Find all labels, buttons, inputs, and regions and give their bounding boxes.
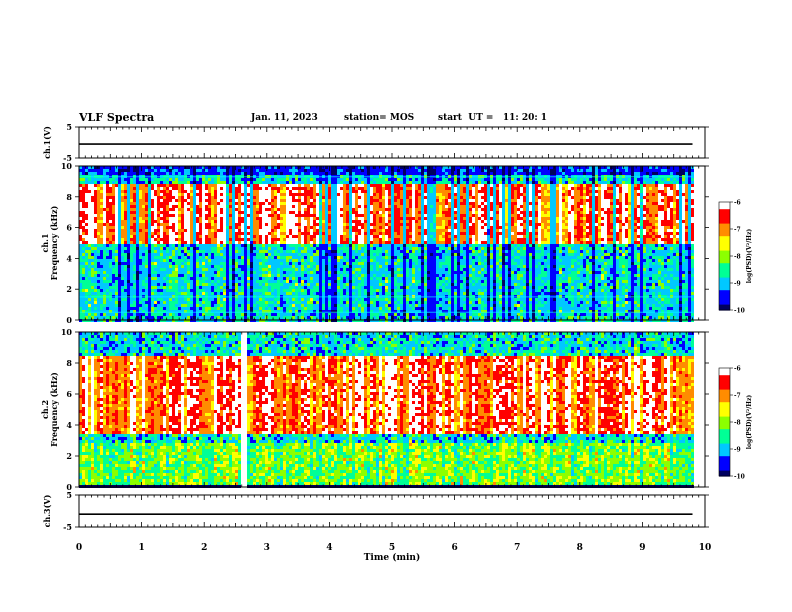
colorbar-tick-label: -8: [734, 420, 741, 427]
y-tick-label: 6: [66, 223, 72, 233]
panel-1: 5-5ch.1(V): [42, 122, 709, 163]
y-tick-label: 4: [66, 253, 72, 263]
y-axis-label: Frequency (kHz): [49, 205, 59, 280]
y-axis-label: ch.3(V): [42, 494, 52, 527]
y-tick-label: 5: [66, 122, 72, 132]
colorbar-tick-label: -6: [734, 200, 741, 207]
y-tick-label: 10: [61, 327, 73, 337]
y-tick-label: 8: [66, 358, 72, 368]
y-tick-label: 2: [66, 284, 72, 294]
vlf-spectra-figure: 5-5ch.1(V)0246810ch.1 Frequency (kHz)-6-7…: [0, 0, 792, 612]
y-tick-label: 8: [66, 192, 72, 202]
y-axis-label: ch.1(V): [42, 126, 52, 159]
x-tick-label: 8: [577, 543, 583, 553]
x-axis-label: Time (min): [364, 552, 421, 563]
x-tick-label: 1: [138, 543, 144, 553]
x-tick-label: 10: [699, 543, 712, 553]
y-tick-label: 6: [66, 389, 72, 399]
colorbar: -6 -7 -8 -9 -10 log(PSD)(V²/Hz): [719, 366, 753, 481]
station-label: station= MOS: [344, 113, 414, 123]
colorbar: -6 -7 -8 -9 -10 log(PSD)(V²/Hz): [719, 200, 753, 315]
colorbar-tick-label: -7: [734, 227, 741, 234]
colorbar-tick-label: -6: [734, 366, 741, 373]
y-tick-label: 4: [66, 420, 72, 430]
x-tick-label: 9: [639, 543, 645, 553]
colorbar-label: log(PSD)(V²/Hz): [746, 229, 753, 284]
x-tick-label: 0: [76, 543, 82, 553]
x-tick-label: 6: [451, 543, 457, 553]
colorbar-tick-label: -9: [734, 281, 741, 288]
x-tick-label: 2: [201, 543, 207, 553]
x-tick-label: 5: [389, 543, 395, 553]
y-tick-label: 5: [66, 490, 72, 500]
colorbar-tick-label: -8: [734, 254, 741, 261]
x-tick-label: 7: [514, 543, 520, 553]
colorbar-tick-label: -7: [734, 393, 741, 400]
figure-title: VLF Spectra: [79, 111, 154, 124]
y-tick-label: 0: [66, 315, 72, 325]
start-time-label: start UT = 11: 20: 1: [438, 113, 547, 123]
x-tick-label: 3: [264, 543, 270, 553]
colorbar-tick-label: -10: [734, 474, 745, 481]
x-tick-label: 4: [326, 543, 332, 553]
date-label: Jan. 11, 2023: [251, 113, 318, 123]
y-tick-label: -5: [63, 522, 72, 532]
colorbar-tick-label: -10: [734, 308, 745, 315]
y-tick-label: 2: [66, 451, 72, 461]
colorbar-label: log(PSD)(V²/Hz): [746, 395, 753, 450]
y-tick-label: 10: [61, 161, 73, 171]
panel-4: 5 -5 ch.3(V): [42, 490, 709, 532]
y-axis-label: Frequency (kHz): [49, 372, 59, 447]
colorbar-tick-label: -9: [734, 447, 741, 454]
